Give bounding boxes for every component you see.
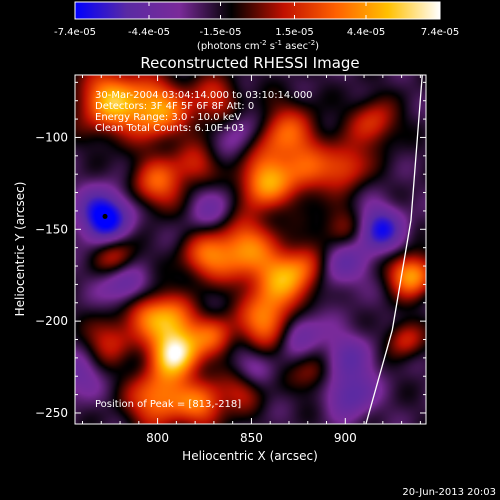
- info-line: 30-Mar-2004 03:04:14.000 to 03:10:14.000: [95, 90, 313, 101]
- colorbar-tick-label: 4.4e-05: [347, 27, 385, 38]
- solar-limb-arc: [365, 75, 423, 424]
- date-stamp: 20-Jun-2013 20:03: [402, 487, 496, 498]
- x-tick-label: 850: [240, 431, 263, 445]
- y-tick-label: −200: [35, 314, 68, 328]
- info-line: Detectors: 3F 4F 5F 6F 8F Att: 0: [95, 101, 254, 112]
- plot-frame: [74, 74, 427, 425]
- colorbar-tick-label: 7.4e-05: [421, 27, 459, 38]
- y-tick-label: −250: [35, 406, 68, 420]
- x-axis-ticks: 800 850 900: [82, 75, 421, 445]
- x-tick-label: 800: [146, 431, 169, 445]
- colorbar-ticks: [74, 2, 441, 19]
- x-tick-label: 900: [334, 431, 357, 445]
- colorbar-tick-label: -7.4e-05: [54, 27, 96, 38]
- x-axis-label: Heliocentric X (arcsec): [182, 449, 318, 463]
- y-tick-label: −100: [35, 130, 68, 144]
- y-axis-ticks: −100 −150 −200 −250: [35, 81, 426, 420]
- peak-position-text: Position of Peak = [813,-218]: [95, 399, 241, 410]
- y-axis-label: Heliocentric Y (arcsec): [13, 182, 27, 317]
- colorbar-tick-label: 1.5e-05: [275, 27, 313, 38]
- info-line: Clean Total Counts: 6.10E+03: [95, 123, 244, 134]
- chart-title: Reconstructed RHESSI Image: [140, 54, 359, 72]
- peak-marker: [102, 213, 108, 219]
- colorbar-units-label: (photons cm-2 s-1 asec-2): [197, 39, 319, 52]
- colorbar-tick-label: -4.4e-05: [128, 27, 170, 38]
- info-line: Energy Range: 3.0 - 10.0 keV: [95, 112, 241, 123]
- colorbar-tick-label: -1.5e-05: [200, 27, 242, 38]
- y-tick-label: −150: [35, 222, 68, 236]
- colorbar-tick-labels: -7.4e-05 -4.4e-05 -1.5e-05 1.5e-05 4.4e-05 7.…: [54, 27, 459, 38]
- heatmap-image: [75, 75, 426, 424]
- observation-info: 30-Mar-2004 03:04:14.000 to 03:10:14.000…: [95, 90, 313, 134]
- colorbar: [74, 1, 441, 20]
